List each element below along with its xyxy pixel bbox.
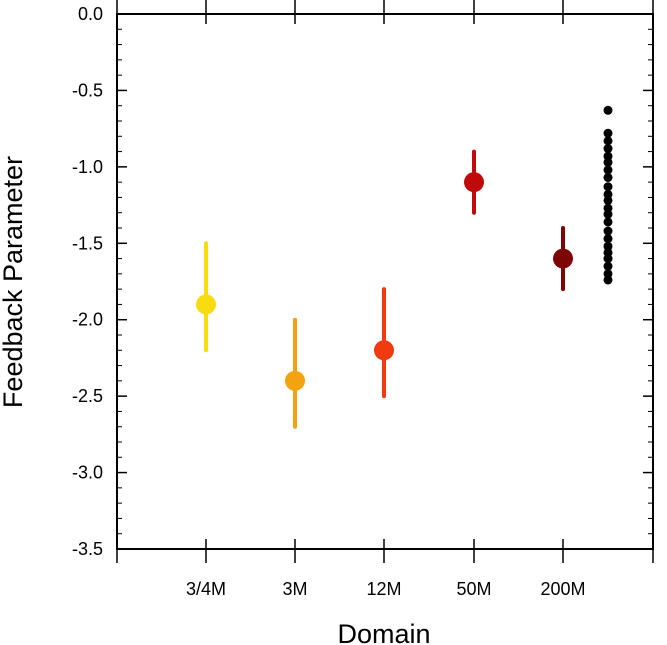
point-12M [374, 340, 394, 361]
y-tick-label: 0.0 [78, 4, 103, 24]
point-3/4M [196, 294, 216, 315]
y-tick-label: -1.0 [72, 157, 103, 177]
y-tick-label: -1.5 [72, 233, 103, 253]
point-200M [553, 248, 573, 269]
ensemble-points [603, 105, 613, 285]
x-tick-label: 3M [282, 579, 307, 599]
point-50M [464, 172, 484, 193]
ensemble-point [603, 157, 613, 167]
plot-frame [116, 13, 654, 550]
ensemble-point [603, 234, 613, 244]
ensemble-point [603, 226, 613, 236]
ensemble-point [603, 209, 613, 219]
ensemble-point [603, 105, 613, 115]
ensemble-point [603, 261, 613, 271]
x-axis: 3/4M 3M 12M 50M 200M [116, 0, 654, 599]
point-3M [285, 370, 305, 391]
y-tick-label: -0.5 [72, 80, 103, 100]
ensemble-point [603, 173, 613, 183]
ensemble-point [603, 254, 613, 264]
x-tick-label: 50M [456, 579, 491, 599]
ensemble-point [603, 195, 613, 205]
y-tick-label: -3.0 [72, 463, 103, 483]
y-tick-label: -2.5 [72, 386, 103, 406]
x-tick-label: 200M [540, 579, 585, 599]
y-tick-label: -2.0 [72, 310, 103, 330]
y-axis-title: Feedback Parameter [0, 156, 28, 408]
ensemble-point [603, 128, 613, 138]
ensemble-point [603, 144, 613, 154]
x-tick-label: 12M [366, 579, 401, 599]
y-axis: 0.0 -0.5 -1.0 -1.5 -2.0 -2.5 -3.0 -3.5 [72, 4, 653, 559]
ensemble-point [603, 136, 613, 146]
ensemble-point [603, 165, 613, 175]
ensemble-point [603, 275, 613, 285]
y-tick-label: -3.5 [72, 539, 103, 559]
ensemble-point [603, 217, 613, 227]
x-axis-title: Domain [337, 619, 430, 645]
data-marks [196, 149, 573, 429]
ensemble-point [603, 182, 613, 192]
x-tick-label: 3/4M [186, 579, 226, 599]
plot-border [116, 13, 654, 550]
